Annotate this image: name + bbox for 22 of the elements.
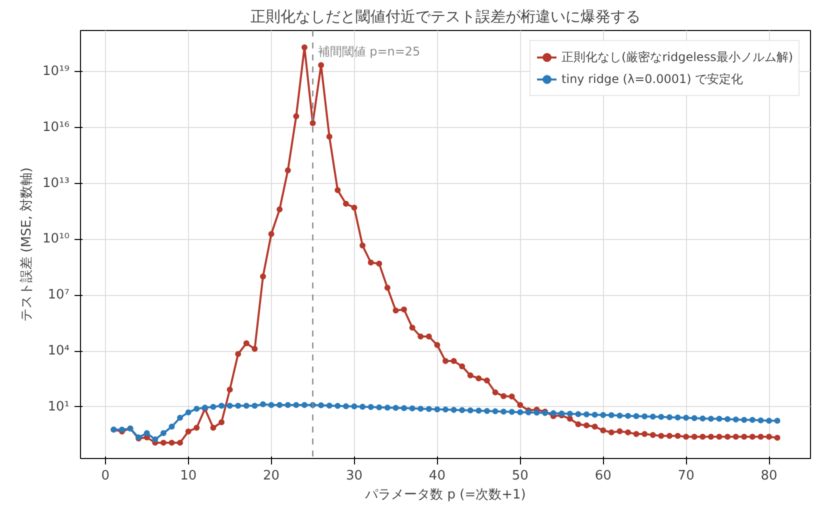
x-tick-label: 60 (594, 468, 612, 484)
y-tick-label: 10¹³ (42, 176, 70, 191)
x-tick-label: 10 (180, 468, 197, 484)
legend-label: tiny ridge (λ=0.0001) で安定化 (562, 70, 744, 88)
x-tick-label: 20 (263, 468, 280, 484)
x-tick-label: 30 (346, 468, 363, 484)
x-tick-label: 40 (428, 468, 446, 484)
x-tick-label: 50 (512, 468, 528, 484)
y-tick-label: 10¹⁹ (42, 64, 70, 80)
y-tick-label: 10¹ (48, 399, 70, 414)
x-tick-label: 70 (678, 468, 694, 484)
y-axis-title: テスト誤差 (MSE, 対数軸) (18, 167, 35, 322)
y-tick-label: 10¹⁶ (42, 120, 70, 135)
ref-line-label: 補間閾値 p=n=25 (318, 44, 420, 58)
x-tick-label: 80 (760, 468, 778, 484)
chart-title: 正則化なしだと閾値付近でテスト誤差が桁違いに爆発する (250, 8, 640, 26)
legend-label: 正則化なし(厳密なridgeless最小ノルム解) (562, 48, 793, 66)
y-tick-label: 10¹⁰ (42, 232, 70, 247)
x-axis-title: パラメータ数 p (=次数+1) (364, 488, 526, 502)
y-tick-label: 10⁷ (48, 288, 70, 303)
x-tick-label: 0 (101, 468, 110, 484)
y-tick-label: 10⁴ (48, 344, 70, 359)
